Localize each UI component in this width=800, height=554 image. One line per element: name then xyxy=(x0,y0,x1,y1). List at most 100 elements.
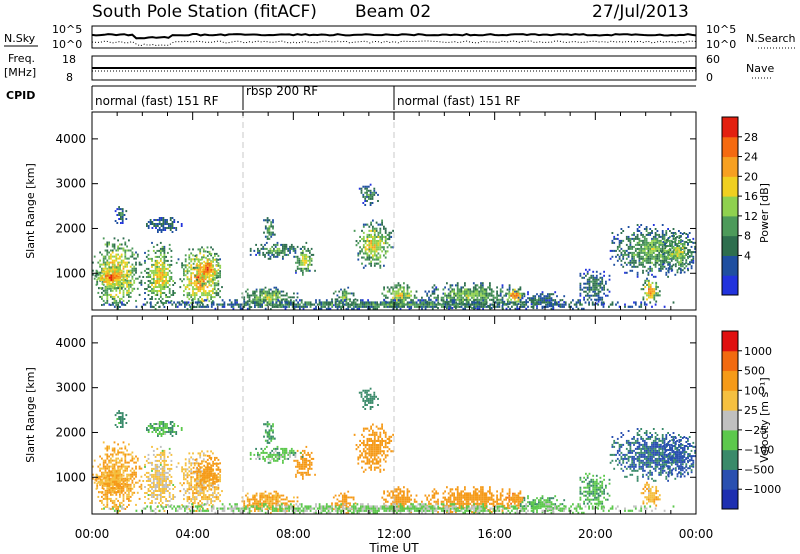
scatter-cell xyxy=(219,258,221,261)
scatter-cell xyxy=(119,269,121,272)
scatter-cell xyxy=(594,278,596,281)
scatter-cell xyxy=(99,491,102,494)
scatter-cell xyxy=(680,247,682,250)
scatter-cell xyxy=(151,461,153,464)
scatter-cell xyxy=(196,303,199,306)
scatter-cell xyxy=(669,239,671,242)
scatter-cell xyxy=(122,489,125,492)
scatter-cell xyxy=(648,283,650,286)
scatter-cell xyxy=(647,255,650,258)
scatter-cell xyxy=(142,303,145,306)
scatter-cell xyxy=(283,247,286,250)
scatter-cell xyxy=(601,298,604,301)
scatter-cell xyxy=(167,500,169,502)
scatter-cell xyxy=(599,276,602,279)
scatter-cell xyxy=(122,453,125,456)
scatter-cell xyxy=(645,226,648,228)
scatter-cell xyxy=(364,191,367,194)
scatter-cell xyxy=(665,232,668,234)
scatter-cell xyxy=(199,468,202,471)
scatter-cell xyxy=(212,278,214,281)
scatter-cell xyxy=(669,243,672,245)
scatter-cell xyxy=(110,508,112,510)
scatter-cell xyxy=(197,492,200,495)
scatter-cell xyxy=(214,276,216,279)
scatter-cell xyxy=(169,219,172,221)
scatter-cell xyxy=(108,268,111,271)
scatter-cell xyxy=(433,303,436,306)
scatter-cell xyxy=(133,469,136,472)
scatter-cell xyxy=(110,457,112,460)
scatter-cell xyxy=(660,235,662,238)
scatter-cell xyxy=(499,298,502,301)
scatter-cell xyxy=(361,262,363,265)
scatter-cell xyxy=(383,227,385,230)
scatter-cell xyxy=(275,292,278,295)
scatter-cell xyxy=(307,269,309,272)
scatter-cell xyxy=(188,280,191,283)
scatter-cell xyxy=(599,284,602,287)
scatter-cell xyxy=(643,239,646,242)
scatter-cell xyxy=(458,298,461,301)
scatter-cell xyxy=(208,284,211,287)
scatter-cell xyxy=(188,484,191,487)
scatter-cell xyxy=(458,288,461,291)
scatter-cell xyxy=(364,195,367,198)
scatter-cell xyxy=(192,266,195,269)
scatter-cell xyxy=(169,225,172,227)
scatter-cell xyxy=(581,276,584,279)
scatter-cell xyxy=(113,237,116,240)
scatter-cell xyxy=(159,496,162,498)
scatter-cell xyxy=(666,251,668,254)
scatter-cell xyxy=(366,189,368,192)
scatter-cell xyxy=(460,298,463,301)
scatter-cell xyxy=(690,253,693,256)
scatter-cell xyxy=(345,294,348,297)
scatter-cell xyxy=(687,253,689,256)
scatter-cell xyxy=(129,469,132,472)
scatter-cell xyxy=(161,249,164,252)
scatter-cell xyxy=(517,302,520,305)
scatter-cell xyxy=(625,253,628,256)
scatter-cell xyxy=(190,258,193,261)
scatter-cell xyxy=(633,237,635,240)
scatter-cell xyxy=(215,496,218,499)
scatter-cell xyxy=(128,261,130,264)
scatter-cell xyxy=(501,286,504,289)
scatter-cell xyxy=(613,241,616,244)
scatter-cell xyxy=(151,221,154,223)
scatter-cell xyxy=(462,290,464,293)
scatter-cell xyxy=(354,303,357,306)
scatter-cell xyxy=(599,296,602,299)
scatter-cell xyxy=(377,252,380,255)
scatter-cell xyxy=(483,300,486,303)
scatter-cell xyxy=(370,260,372,263)
scatter-cell xyxy=(429,298,432,301)
scatter-cell xyxy=(273,294,276,297)
scatter-cell xyxy=(119,280,121,283)
scatter-cell xyxy=(469,305,472,308)
scatter-cell xyxy=(496,286,498,289)
scatter-cell xyxy=(358,305,360,308)
scatter-cell xyxy=(264,247,266,250)
scatter-cell xyxy=(377,233,380,236)
scatter-cell xyxy=(151,298,153,300)
scatter-cell xyxy=(266,294,269,297)
scatter-cell xyxy=(124,459,127,462)
scatter-cell xyxy=(151,290,153,292)
scatter-cell xyxy=(162,303,165,306)
scatter-cell xyxy=(538,295,540,298)
scatter-cell xyxy=(128,287,130,290)
scatter-cell xyxy=(608,305,610,308)
scatter-cell xyxy=(151,265,153,268)
scatter-cell xyxy=(303,247,306,250)
scatter-cell xyxy=(368,244,371,247)
scatter-cell xyxy=(93,255,96,258)
scatter-cell xyxy=(638,305,641,308)
nsearch-trace xyxy=(91,40,697,47)
scatter-cell xyxy=(485,288,488,291)
scatter-cell xyxy=(636,253,639,256)
scatter-cell xyxy=(201,288,203,291)
scatter-cell xyxy=(118,206,120,209)
scatter-cell xyxy=(636,237,639,240)
